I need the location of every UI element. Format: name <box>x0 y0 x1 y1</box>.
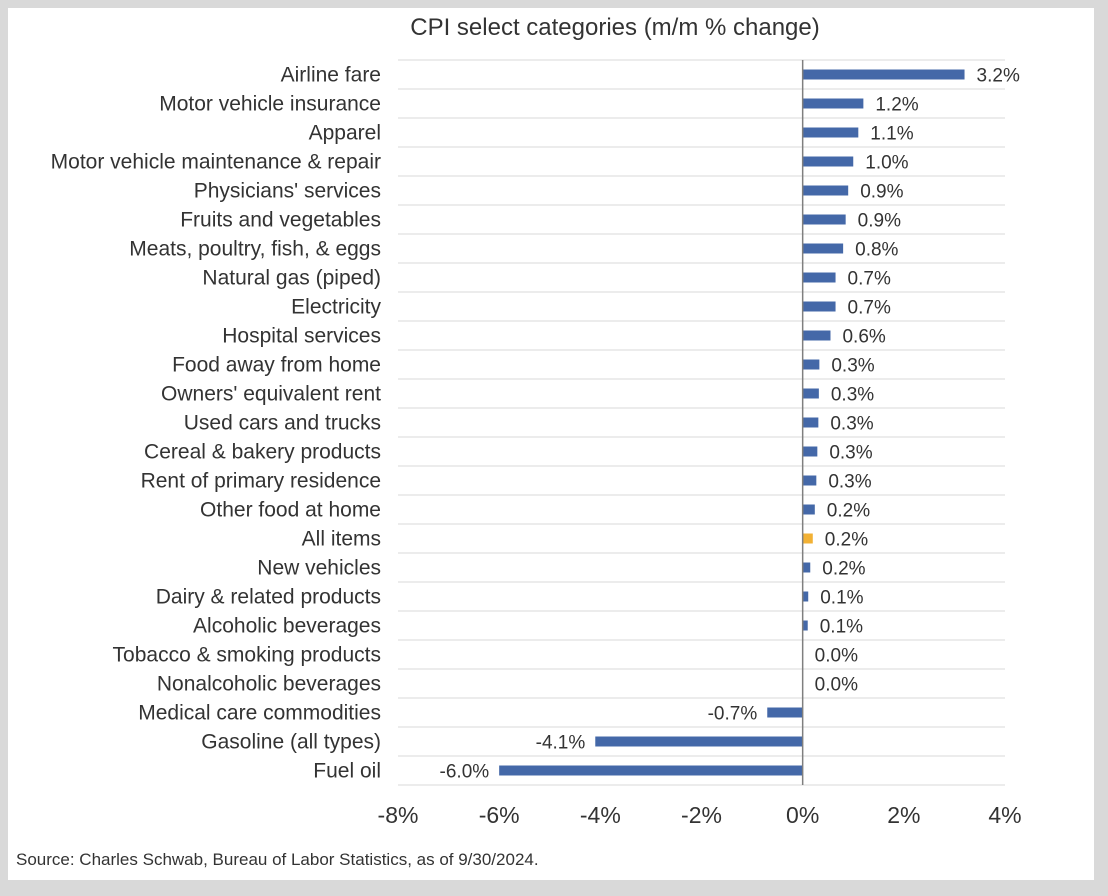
category-label: Alcoholic beverages <box>193 615 381 638</box>
data-label: 0.9% <box>858 211 901 232</box>
x-axis-ticks: -8% -6% -4% -2% 0% 2% 4% <box>378 802 1022 828</box>
category-label: Medical care commodities <box>138 702 381 725</box>
category-label: Tobacco & smoking products <box>113 644 381 667</box>
bar <box>767 707 803 718</box>
data-label: 3.2% <box>977 66 1020 87</box>
category-label: Owners' equivalent rent <box>161 383 381 406</box>
category-label: Other food at home <box>200 499 381 522</box>
chart-frame <box>8 8 1094 880</box>
category-label: New vehicles <box>257 557 381 580</box>
category-label: Motor vehicle maintenance & repair <box>51 151 381 174</box>
data-label: 0.6% <box>842 327 885 348</box>
bar <box>802 562 811 573</box>
bar <box>802 127 859 138</box>
bar <box>595 736 803 747</box>
source-note: Source: Charles Schwab, Bureau of Labor … <box>16 850 539 869</box>
bar <box>802 620 808 631</box>
category-label: Gasoline (all types) <box>201 731 381 754</box>
category-label: Motor vehicle insurance <box>159 93 381 116</box>
x-tick-label: -6% <box>479 802 520 828</box>
data-label: 0.0% <box>815 675 858 696</box>
category-label: All items <box>302 528 381 551</box>
data-label: -4.1% <box>536 733 586 754</box>
category-label: Electricity <box>291 296 381 319</box>
category-label: Fuel oil <box>313 760 381 783</box>
data-label: 0.1% <box>820 588 863 609</box>
bar <box>802 591 809 602</box>
data-label: 0.2% <box>827 501 870 522</box>
category-label: Hospital services <box>222 325 381 348</box>
bar <box>802 504 815 515</box>
gridlines <box>398 59 1005 786</box>
category-labels: Airline fare Motor vehicle insurance Appar… <box>51 64 382 783</box>
data-label: 0.8% <box>855 240 898 261</box>
category-label: Apparel <box>309 122 381 145</box>
bar <box>802 243 844 254</box>
x-tick-label: 2% <box>887 802 920 828</box>
bar <box>802 388 819 399</box>
category-label: Nonalcoholic beverages <box>157 673 381 696</box>
bar <box>802 417 819 428</box>
bar <box>802 272 836 283</box>
data-label: 1.2% <box>875 95 918 116</box>
bar <box>499 765 803 776</box>
data-label: 0.0% <box>815 646 858 667</box>
data-label: 0.1% <box>820 617 863 638</box>
bar <box>802 446 818 457</box>
category-label: Used cars and trucks <box>184 412 381 435</box>
data-label: 0.3% <box>831 385 874 406</box>
bar <box>802 214 846 225</box>
bar <box>802 475 817 486</box>
bar <box>802 301 836 312</box>
category-label: Food away from home <box>172 354 381 377</box>
category-label: Rent of primary residence <box>141 470 381 493</box>
x-tick-label: -4% <box>580 802 621 828</box>
category-label: Dairy & related products <box>156 586 381 609</box>
data-label: 0.2% <box>822 559 865 580</box>
bar <box>802 533 813 544</box>
bar <box>802 98 864 109</box>
category-label: Meats, poultry, fish, & eggs <box>129 238 381 261</box>
x-tick-label: -2% <box>681 802 722 828</box>
data-label: 0.2% <box>825 530 868 551</box>
bar <box>802 69 965 80</box>
bar <box>802 156 854 167</box>
data-label: 1.1% <box>870 124 913 145</box>
bar <box>802 185 849 196</box>
x-tick-label: 0% <box>786 802 819 828</box>
x-tick-label: -8% <box>378 802 419 828</box>
data-label: -6.0% <box>440 762 490 783</box>
data-label: 0.9% <box>860 182 903 203</box>
category-label: Physicians' services <box>194 180 381 203</box>
data-label: -0.7% <box>708 704 758 725</box>
data-labels: 3.2% 1.2% 1.1% 1.0% 0.9% 0.9% 0.8% 0.7% 0.7% 0.6%… <box>440 66 1020 783</box>
data-label: 0.3% <box>828 472 871 493</box>
data-label: 0.3% <box>830 414 873 435</box>
data-label: 1.0% <box>865 153 908 174</box>
category-label: Fruits and vegetables <box>180 209 381 232</box>
category-label: Airline fare <box>281 64 381 87</box>
data-label: 0.3% <box>829 443 872 464</box>
bar <box>802 359 820 370</box>
data-label: 0.7% <box>848 269 891 290</box>
category-label: Natural gas (piped) <box>202 267 381 290</box>
data-label: 0.3% <box>831 356 874 377</box>
chart-title: CPI select categories (m/m % change) <box>410 14 820 41</box>
data-label: 0.7% <box>848 298 891 319</box>
bar <box>802 330 831 341</box>
bars <box>499 69 965 776</box>
category-label: Cereal & bakery products <box>144 441 381 464</box>
x-tick-label: 4% <box>988 802 1021 828</box>
